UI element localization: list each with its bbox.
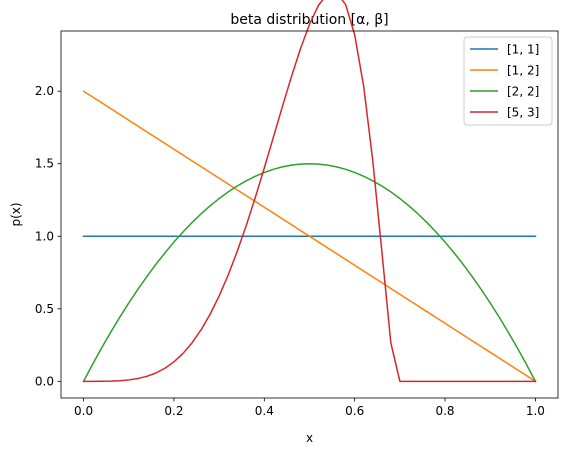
legend-box xyxy=(463,36,553,126)
legend: [1, 1] [1, 2] [2, 2] [5, 3] xyxy=(463,36,553,126)
y-axis: 0.0 0.5 1.0 1.5 2.0 xyxy=(35,84,61,388)
x-tick-label: 0.8 xyxy=(435,404,454,418)
series-lines xyxy=(82,0,537,383)
x-axis-label: x xyxy=(306,431,313,445)
y-tick-label: 0.0 xyxy=(35,374,54,388)
y-tick-label: 1.5 xyxy=(35,157,54,171)
y-tick-label: 1.0 xyxy=(35,229,54,243)
y-axis-label: p(x) xyxy=(9,202,23,226)
x-tick-label: 1.0 xyxy=(526,404,545,418)
series-line-3 xyxy=(82,0,537,383)
x-tick-label: 0.6 xyxy=(345,404,364,418)
x-tick-label: 0.4 xyxy=(255,404,274,418)
x-tick-label: 0.2 xyxy=(164,404,183,418)
x-tick-label: 0.0 xyxy=(74,404,93,418)
legend-label-2: [2, 2] xyxy=(507,85,539,99)
legend-label-1: [1, 2] xyxy=(507,64,539,78)
series-line-1 xyxy=(82,90,537,383)
series-line-2 xyxy=(82,162,537,383)
legend-label-0: [1, 1] xyxy=(507,43,539,57)
x-axis: 0.0 0.2 0.4 0.6 0.8 1.0 xyxy=(74,398,545,418)
legend-label-3: [5, 3] xyxy=(507,106,539,120)
plot-frame xyxy=(60,30,559,399)
y-tick-label: 0.5 xyxy=(35,302,54,316)
y-tick-label: 2.0 xyxy=(35,84,54,98)
